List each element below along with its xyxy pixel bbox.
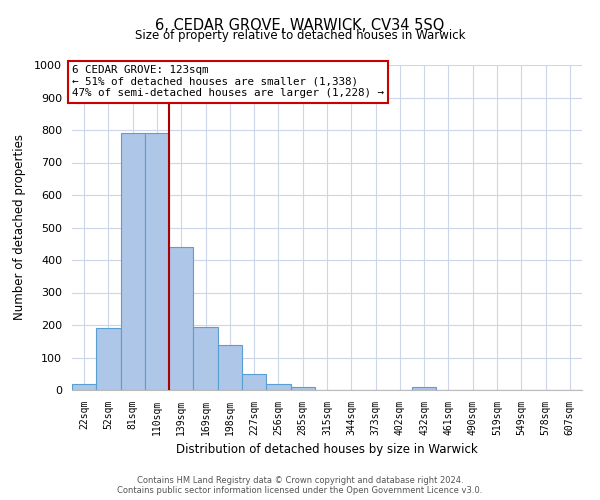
Bar [169,247,193,390]
Text: 6 CEDAR GROVE: 123sqm
← 51% of detached houses are smaller (1,338)
47% of semi-d: 6 CEDAR GROVE: 123sqm ← 51% of detached … [72,65,384,98]
Bar [96,328,121,390]
Bar [145,133,169,390]
Bar [121,133,145,390]
Bar [72,384,96,390]
Bar [193,326,218,390]
Bar [266,384,290,390]
Y-axis label: Number of detached properties: Number of detached properties [13,134,26,320]
Bar [242,374,266,390]
Text: Contains HM Land Registry data © Crown copyright and database right 2024.
Contai: Contains HM Land Registry data © Crown c… [118,476,482,495]
Bar [218,344,242,390]
Text: Size of property relative to detached houses in Warwick: Size of property relative to detached ho… [135,29,465,42]
Bar [290,387,315,390]
X-axis label: Distribution of detached houses by size in Warwick: Distribution of detached houses by size … [176,444,478,456]
Bar [412,387,436,390]
Text: 6, CEDAR GROVE, WARWICK, CV34 5SQ: 6, CEDAR GROVE, WARWICK, CV34 5SQ [155,18,445,32]
